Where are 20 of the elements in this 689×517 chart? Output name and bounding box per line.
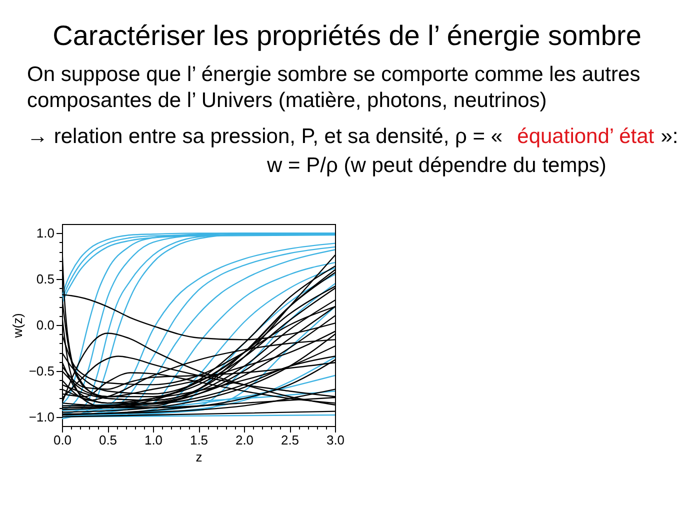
chart-subtitle: On suppose que l’ énergie sombre se comporte comme les autres composantes de l’ Univers (matière, photons, neutrinos) [27,63,640,112]
x-tick-label: 3.0 [326,432,345,448]
x-tick-label: 0.5 [98,432,118,448]
text: w = P/ρ (w peut dépendre du temps) [266,154,606,177]
y-tick-label: −0.5 [28,363,54,378]
y-tick-label: −1.0 [28,409,54,424]
chart-title: Caractériser les propriétés de l’ énergie sombre [52,20,642,51]
x-axis-title: z [196,450,202,464]
text: »: [660,125,678,148]
text: → relation entre sa pression, P, et sa densité, ρ = « [27,125,503,148]
y-tick-label: 0.0 [36,318,54,332]
x-tick-label: 1.5 [190,432,208,448]
x-tick-label: 0.0 [53,432,72,448]
x-tick-label: 2.0 [235,432,254,448]
y-tick-label: 1.0 [36,226,54,241]
y-tick-label: 0.5 [36,272,54,287]
x-tick-label: 1.0 [144,432,163,448]
text: équationd’ état [517,125,654,148]
y-axis-title: w(z) [10,313,25,339]
x-tick-label: 2.5 [280,432,300,448]
